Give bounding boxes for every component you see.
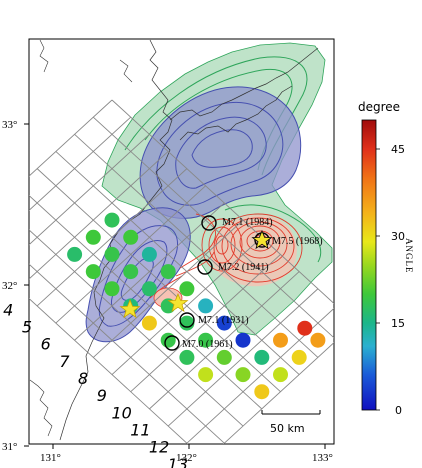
angle-point	[104, 281, 120, 297]
earthquake-label: M7.0 (1961)	[182, 339, 233, 350]
angle-point	[141, 246, 157, 262]
lon-tick-133: 133°	[312, 452, 333, 464]
grid-line	[36, 168, 281, 393]
angle-point	[310, 332, 326, 348]
red-contours	[149, 213, 303, 299]
earthquake-circle	[164, 335, 180, 351]
row-label: 5	[22, 318, 32, 337]
lat-tick-33: 33°	[2, 119, 17, 131]
row-label: 12	[149, 438, 169, 457]
row-label: 4	[3, 300, 13, 319]
angle-point	[273, 332, 288, 348]
grid-line	[92, 116, 334, 339]
angle-point	[85, 264, 101, 280]
grid-line	[111, 99, 334, 305]
red-shaded-region	[210, 215, 297, 287]
earthquake-label: M7.1 (1931)	[198, 315, 249, 326]
angle-point	[141, 315, 157, 331]
angle-point	[235, 332, 251, 348]
row-label: 8	[78, 369, 88, 388]
blue-contour	[156, 102, 284, 206]
coastline	[39, 39, 133, 83]
angle-point	[291, 349, 307, 365]
grid-line	[29, 194, 263, 410]
angle-point	[198, 367, 214, 383]
colorbar-title: degree	[358, 100, 400, 114]
colorbar-side-label: ANGLE	[404, 238, 414, 274]
angle-point	[216, 315, 232, 331]
angle-point	[297, 320, 313, 336]
grid-line	[74, 133, 319, 358]
colorbar-tick-0: 0	[395, 404, 402, 417]
row-label: 10	[111, 403, 131, 422]
epicenter-star	[119, 298, 141, 319]
coastline	[169, 47, 319, 121]
angle-point	[198, 332, 214, 348]
earthquake-label: M7.1 (1984)	[222, 217, 273, 228]
angle-point	[216, 349, 232, 365]
angle-point	[104, 246, 120, 262]
angle-point	[123, 264, 139, 280]
coastline	[59, 39, 173, 441]
angle-point	[141, 281, 157, 297]
row-label: 7	[59, 352, 70, 371]
angle-point	[123, 229, 139, 245]
angle-point	[254, 349, 270, 365]
colorbar-tick-15: 15	[391, 317, 405, 330]
angle-point	[273, 367, 288, 383]
lat-tick-31: 31°	[2, 441, 17, 453]
lon-tick-132: 132°	[176, 452, 197, 464]
axis-ticks	[24, 123, 326, 449]
grid-line	[29, 297, 189, 444]
lon-tick-131: 131°	[40, 452, 61, 464]
epicenter-star	[251, 229, 273, 250]
angle-point	[235, 367, 251, 383]
scale-bar	[261, 410, 321, 415]
fault-segment-grid	[29, 99, 334, 444]
angle-point	[179, 281, 195, 297]
row-label: 11	[130, 420, 150, 439]
angle-point	[160, 332, 176, 348]
coastline	[179, 85, 293, 141]
angle-point	[85, 229, 101, 245]
grid-line	[55, 151, 300, 375]
row-label: 9	[97, 386, 107, 405]
earthquake-circle	[197, 259, 213, 275]
earthquake-label: M7.5 (1968)	[272, 236, 323, 247]
earthquake-circle	[179, 312, 195, 328]
colorbar-tick-30: 30	[391, 230, 405, 243]
grid-line	[29, 229, 244, 427]
angle-point	[160, 264, 176, 280]
angle-point	[254, 384, 270, 400]
colorbar	[361, 119, 377, 411]
angle-point	[179, 349, 195, 365]
grid-line	[29, 263, 225, 444]
angle-point	[104, 212, 120, 228]
colorbar-ticks	[376, 148, 380, 411]
lat-tick-32: 32°	[2, 280, 17, 292]
colorbar-tick-45: 45	[391, 143, 405, 156]
angle-point	[198, 298, 214, 314]
angle-point	[67, 246, 83, 262]
blue-contour	[175, 116, 267, 189]
row-labels: 12345678910111213	[3, 300, 188, 468]
blue-contour	[191, 129, 253, 168]
angle-point	[179, 315, 195, 331]
scale-bar-label: 50 km	[270, 422, 305, 435]
epicenter-star	[167, 292, 189, 313]
row-label: 13	[168, 455, 188, 468]
coastline	[29, 379, 53, 437]
earthquake-circle	[201, 215, 217, 231]
earthquake-label: M7.2 (1941)	[218, 262, 269, 273]
green-contour	[224, 204, 322, 263]
row-label: 6	[41, 335, 51, 354]
